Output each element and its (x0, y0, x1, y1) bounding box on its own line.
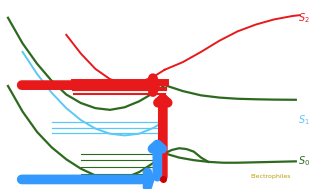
Text: $S_1$: $S_1$ (298, 113, 309, 127)
Text: $S_0$: $S_0$ (298, 154, 310, 168)
Text: $S_2$: $S_2$ (298, 11, 309, 25)
Text: Electrophiles: Electrophiles (250, 174, 291, 179)
